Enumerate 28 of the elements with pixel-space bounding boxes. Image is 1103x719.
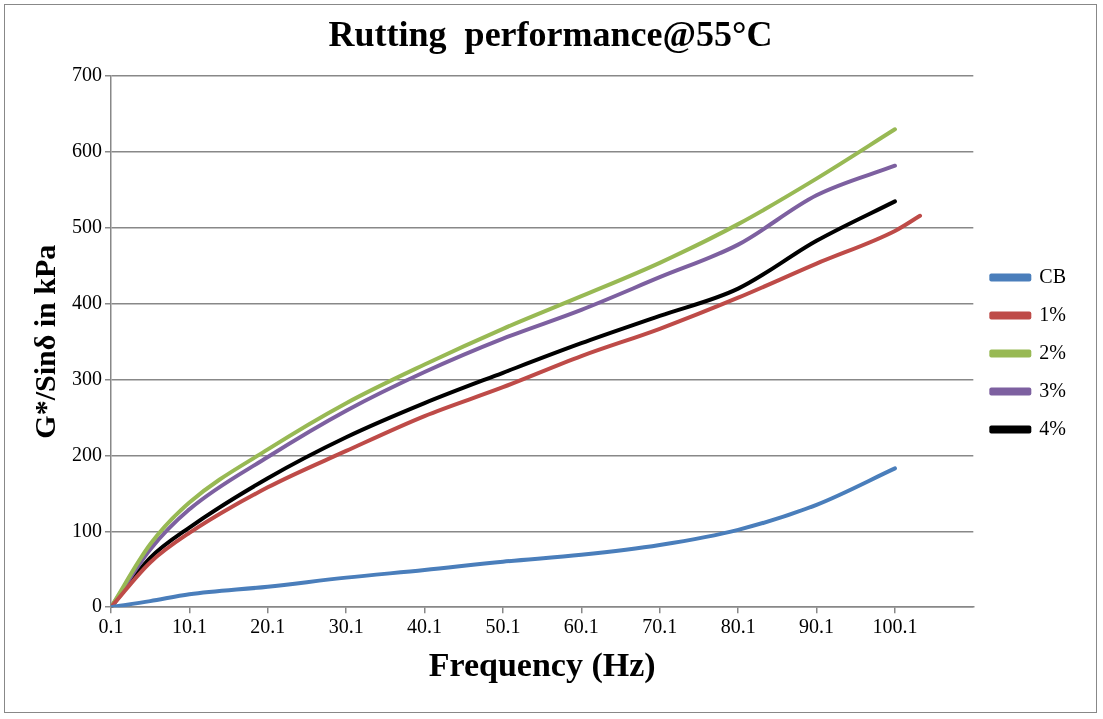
x-tick-label: 0.1 (98, 615, 124, 638)
x-tick-label: 20.1 (250, 615, 286, 638)
y-tick-label: 300 (72, 366, 102, 389)
y-tick-label: 400 (72, 291, 102, 314)
line-series (111, 466, 897, 608)
x-tick-label: 30.1 (328, 615, 364, 638)
y-tick-label: 100 (72, 518, 102, 541)
y-tick-label: 200 (72, 442, 102, 465)
legend-label: 4% (1039, 416, 1066, 439)
legend-label: CB (1039, 264, 1067, 287)
legend-label: 1% (1039, 302, 1066, 325)
y-tick-label: 700 (72, 63, 102, 86)
y-tick-label: 0 (92, 594, 102, 617)
x-tick-label: 90.1 (799, 615, 835, 638)
x-tick-label: 60.1 (563, 615, 599, 638)
x-tick-label: 70.1 (642, 615, 678, 638)
x-tick-label: 80.1 (720, 615, 756, 638)
x-tick-label: 100.1 (872, 615, 918, 638)
chart-title: Rutting performance@55°C (328, 13, 773, 54)
y-axis-title: G*/Sinδ in kPa (27, 244, 61, 439)
x-tick-label: 10.1 (171, 615, 207, 638)
x-tick-label: 50.1 (485, 615, 521, 638)
x-axis-title: Frequency (Hz) (428, 646, 656, 685)
legend-label: 2% (1039, 340, 1066, 363)
y-tick-label: 600 (72, 139, 102, 162)
y-tick-label: 500 (72, 215, 102, 238)
legend-label: 3% (1039, 378, 1066, 401)
x-tick-label: 40.1 (407, 615, 443, 638)
